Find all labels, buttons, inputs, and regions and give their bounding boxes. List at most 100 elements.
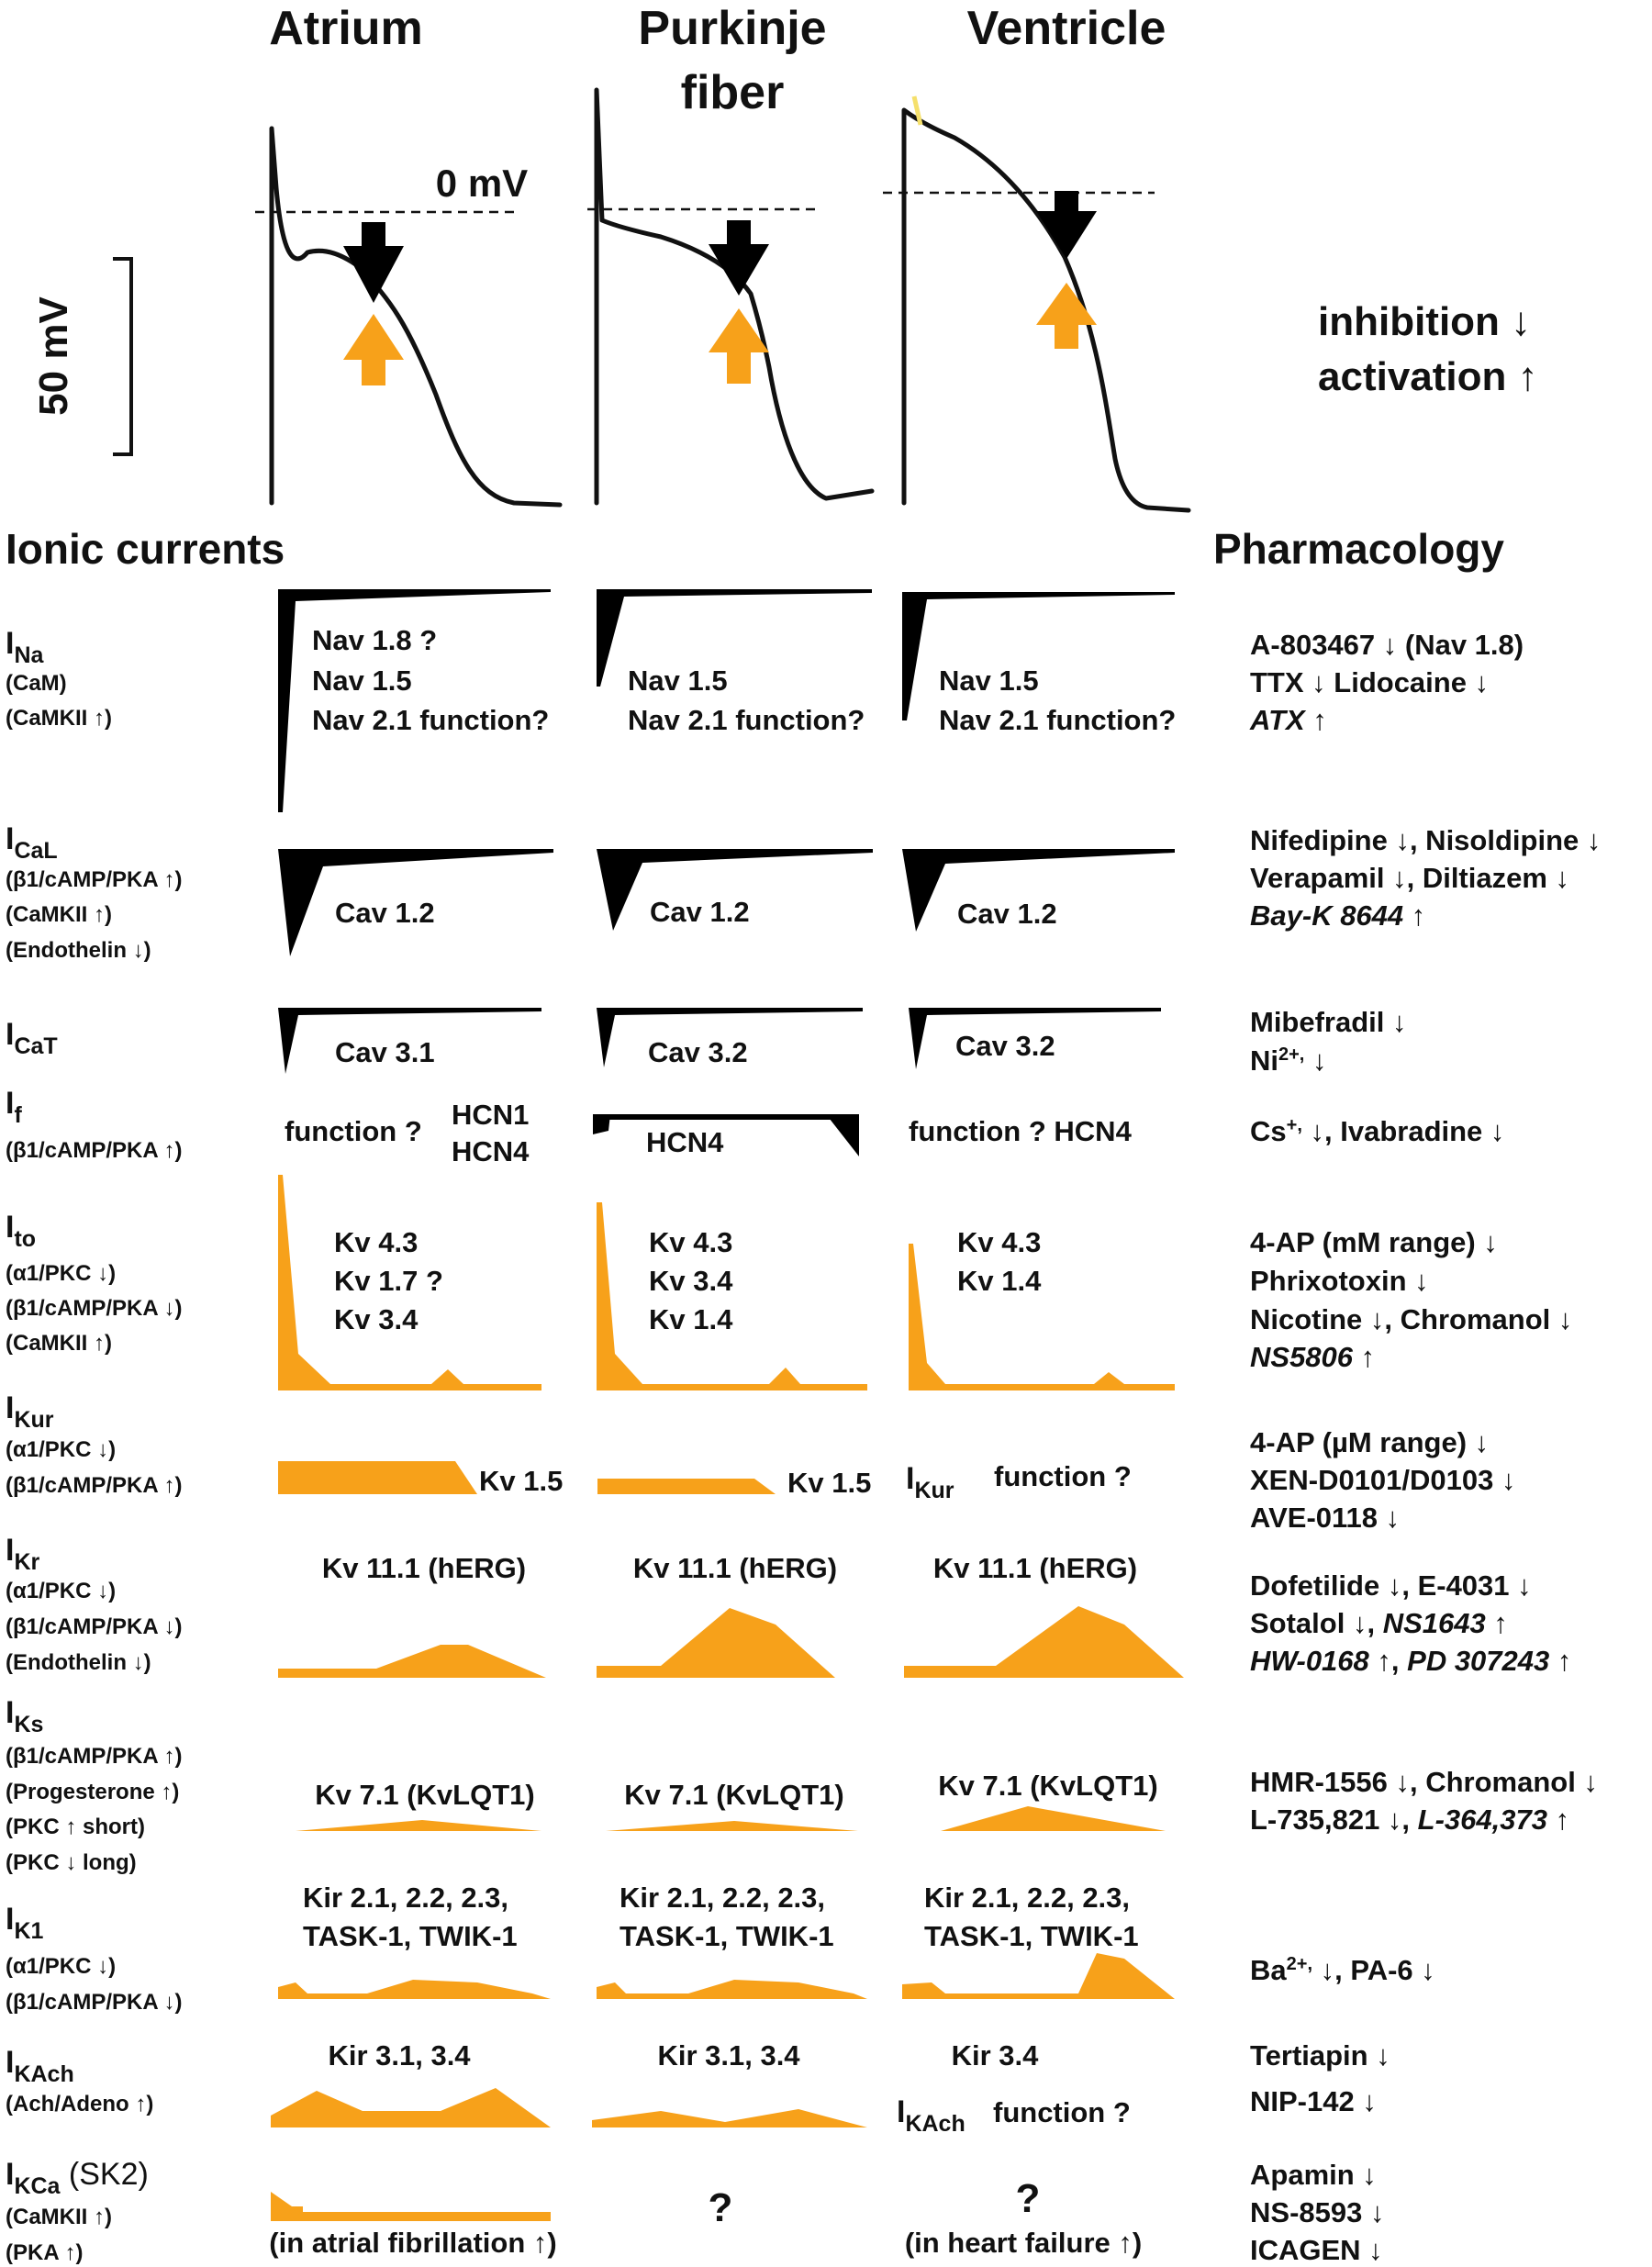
action-potential-ventricle <box>883 95 1191 513</box>
ical-ventricle: Cav 1.2 <box>957 898 1057 930</box>
ito-purkinje-1: Kv 4.3 <box>649 1226 732 1258</box>
ikca-pharm-1: Apamin ↓ <box>1250 2159 1377 2191</box>
ical-label: ICaL <box>6 821 58 864</box>
ikca-atrium-note: (in atrial fibrillation ↑) <box>269 2227 556 2259</box>
activation-arrow-atrium <box>343 314 404 385</box>
scale-bar <box>113 257 133 456</box>
header-purkinje-line1: Purkinje <box>638 2 826 55</box>
ik1-trace-ventricle <box>902 1953 1175 1999</box>
inhibition-arrow-purkinje <box>709 220 769 296</box>
ito-trace-atrium <box>278 1175 541 1390</box>
ina-purkinje-2: Nav 2.1 function? <box>628 704 865 736</box>
iks-trace-atrium <box>296 1820 541 1831</box>
ikach-ventricle: Kir 3.4 <box>952 2039 1040 2072</box>
ikach-pharm-2: NIP-142 ↓ <box>1250 2085 1377 2117</box>
ina-trace-atrium <box>278 589 551 812</box>
legend-activation: activation ↑ <box>1318 354 1538 399</box>
ik1-trace-purkinje <box>597 1980 867 1999</box>
row-ikach: IKAch (Ach/Adeno ↑) Kir 3.1, 3.4 Kir 3.1… <box>6 2039 1390 2137</box>
ina-reg-1: (CaM) <box>6 671 67 696</box>
ikach-label: IKAch <box>6 2045 74 2087</box>
ina-label: INa <box>6 626 45 668</box>
ikach-purkinje: Kir 3.1, 3.4 <box>657 2039 800 2072</box>
icat-label: ICaT <box>6 1017 58 1059</box>
ito-atrium-2: Kv 1.7 ? <box>334 1265 443 1297</box>
icat-trace-atrium <box>278 1008 541 1074</box>
inhibition-arrow-atrium <box>343 222 404 303</box>
ina-pharm-2: TTX ↓ Lidocaine ↓ <box>1250 666 1489 698</box>
ikca-pharm-2: NS-8593 ↓ <box>1250 2196 1384 2228</box>
ikca-reg-1: (CaMKII ↑) <box>6 2205 112 2229</box>
ito-atrium-3: Kv 3.4 <box>334 1303 419 1335</box>
ina-atrium-1: Nav 1.8 ? <box>312 624 437 656</box>
activation-arrow-ventricle <box>1036 283 1097 349</box>
icat-pharm-2: Ni2+, ↓ <box>1250 1044 1326 1077</box>
row-if: If (β1/cAMP/PKA ↑) function ? HCN1 HCN4 … <box>6 1086 1504 1167</box>
ikur-ventricle-function: function ? <box>994 1460 1132 1492</box>
scale-bar-label: 50 mV <box>31 296 76 416</box>
ito-pharm-1: 4-AP (mM range) ↓ <box>1250 1226 1498 1258</box>
if-label: If <box>6 1086 22 1128</box>
ik1-reg-2: (β1/cAMP/PKA ↓) <box>6 1990 182 2015</box>
ik1-trace-atrium <box>278 1980 551 1999</box>
ikur-label: IKur <box>6 1390 54 1433</box>
ito-reg-2: (β1/cAMP/PKA ↓) <box>6 1296 182 1321</box>
ikur-reg-1: (α1/PKC ↓) <box>6 1437 116 1462</box>
ikr-trace-purkinje <box>597 1608 835 1678</box>
ikr-label: IKr <box>6 1533 40 1575</box>
ikur-pharm-1: 4-AP (µM range) ↓ <box>1250 1426 1489 1458</box>
ito-purkinje-2: Kv 3.4 <box>649 1265 733 1297</box>
ikr-atrium: Kv 11.1 (hERG) <box>322 1552 526 1584</box>
ikur-reg-2: (β1/cAMP/PKA ↑) <box>6 1473 182 1498</box>
iks-ventricle: Kv 7.1 (KvLQT1) <box>938 1770 1157 1802</box>
ito-ventricle-2: Kv 1.4 <box>957 1265 1042 1297</box>
icat-pharm-1: Mibefradil ↓ <box>1250 1006 1407 1038</box>
ik1-atrium-2: TASK-1, TWIK-1 <box>303 1920 518 1952</box>
ito-label: Ito <box>6 1210 36 1252</box>
ina-atrium-3: Nav 2.1 function? <box>312 704 549 736</box>
ikur-atrium: Kv 1.5 <box>479 1465 563 1497</box>
legend-inhibition: inhibition ↓ <box>1318 299 1531 344</box>
ikach-atrium: Kir 3.1, 3.4 <box>328 2039 471 2072</box>
iks-reg-4: (PKC ↓ long) <box>6 1850 137 1875</box>
ito-pharm-2: Phrixotoxin ↓ <box>1250 1265 1429 1297</box>
if-trace-purkinje <box>593 1114 859 1156</box>
icat-trace-ventricle <box>909 1008 1161 1069</box>
ikr-reg-3: (Endothelin ↓) <box>6 1650 151 1675</box>
ikach-trace-atrium <box>271 2088 551 2127</box>
ik1-ventricle-2: TASK-1, TWIK-1 <box>924 1920 1139 1952</box>
ito-trace-purkinje <box>597 1202 867 1390</box>
ikur-pharm-2: XEN-D0101/D0103 ↓ <box>1250 1464 1516 1496</box>
ito-pharm-3: Nicotine ↓, Chromanol ↓ <box>1250 1303 1572 1335</box>
ikr-purkinje: Kv 11.1 (hERG) <box>633 1552 837 1584</box>
iks-reg-3: (PKC ↑ short) <box>6 1815 145 1839</box>
section-ionic-currents: Ionic currents <box>6 525 285 573</box>
ito-purkinje-3: Kv 1.4 <box>649 1303 733 1335</box>
iks-trace-ventricle <box>941 1806 1166 1831</box>
ikur-trace-atrium <box>278 1461 477 1494</box>
row-ito: Ito (α1/PKC ↓) (β1/cAMP/PKA ↓) (CaMKII ↑… <box>6 1175 1572 1390</box>
ikach-reg-1: (Ach/Adeno ↑) <box>6 2092 153 2116</box>
row-icat: ICaT Cav 3.1 Cav 3.2 Cav 3.2 Mibefradil … <box>6 1006 1407 1077</box>
row-ikur: IKur (α1/PKC ↓) (β1/cAMP/PKA ↑) Kv 1.5 K… <box>6 1390 1516 1534</box>
icat-trace-purkinje <box>597 1008 863 1067</box>
section-pharmacology: Pharmacology <box>1213 525 1504 573</box>
ina-atrium-2: Nav 1.5 <box>312 664 412 697</box>
iks-reg-2: (Progesterone ↑) <box>6 1780 179 1804</box>
ik1-purkinje-1: Kir 2.1, 2.2, 2.3, <box>620 1882 825 1914</box>
inhibition-arrow-ventricle <box>1036 191 1097 259</box>
ikr-reg-1: (α1/PKC ↓) <box>6 1579 116 1603</box>
ikur-ventricle-label: IKur <box>906 1461 954 1503</box>
ikur-pharm-3: AVE-0118 ↓ <box>1250 1502 1400 1534</box>
ical-pharm-1: Nifedipine ↓, Nisoldipine ↓ <box>1250 824 1601 856</box>
iks-pharm-2: L-735,821 ↓, L-364,373 ↑ <box>1250 1804 1569 1836</box>
if-atrium-hcn1: HCN1 <box>452 1099 529 1131</box>
ikach-ventricle-label: IKAch <box>897 2094 966 2137</box>
ical-atrium: Cav 1.2 <box>335 897 435 929</box>
if-pharm: Cs+, ↓, Ivabradine ↓ <box>1250 1115 1504 1147</box>
action-potential-purkinje <box>587 87 875 506</box>
ikca-ventricle-note: (in heart failure ↑) <box>905 2227 1142 2259</box>
ina-ventricle-2: Nav 2.1 function? <box>939 704 1176 736</box>
